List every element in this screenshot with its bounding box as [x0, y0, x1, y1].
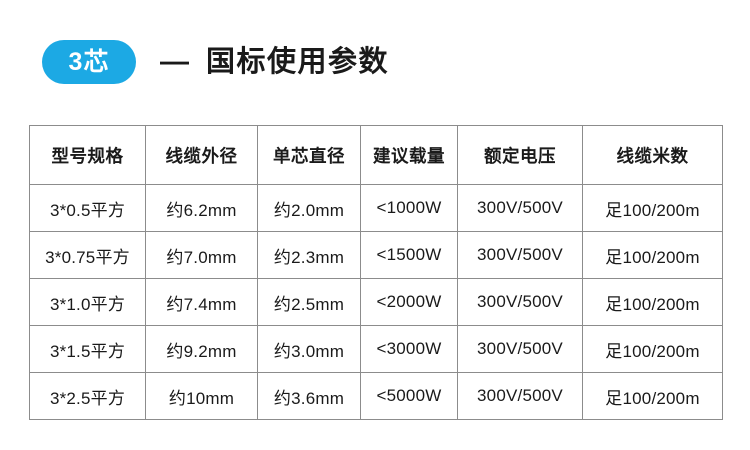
table-row: 3*1.5平方 约9.2mm 约3.0mm <3000W 300V/500V 足… — [29, 325, 723, 373]
column-header-core-diameter: 单芯直径 — [257, 125, 361, 185]
cell-voltage: 300V/500V — [457, 184, 583, 232]
column-header-outer-diameter: 线缆外径 — [145, 125, 258, 185]
table-row: 3*0.75平方 约7.0mm 约2.3mm <1500W 300V/500V … — [29, 231, 723, 279]
cell-length: 足100/200m — [582, 325, 723, 373]
cell-model: 3*1.0平方 — [29, 278, 146, 326]
table-row: 3*1.0平方 约7.4mm 约2.5mm <2000W 300V/500V 足… — [29, 278, 723, 326]
cell-model: 3*1.5平方 — [29, 325, 146, 373]
cell-outer-diameter: 约6.2mm — [145, 184, 258, 232]
column-header-voltage: 额定电压 — [457, 125, 583, 185]
cell-model: 3*2.5平方 — [29, 372, 146, 420]
cell-load: <1500W — [360, 231, 458, 279]
cell-outer-diameter: 约9.2mm — [145, 325, 258, 373]
cell-length: 足100/200m — [582, 372, 723, 420]
cell-outer-diameter: 约10mm — [145, 372, 258, 420]
column-header-model: 型号规格 — [29, 125, 146, 185]
spec-table: 型号规格 线缆外径 单芯直径 建议载量 额定电压 线缆米数 3*0.5平方 约6… — [29, 125, 723, 420]
cell-outer-diameter: 约7.0mm — [145, 231, 258, 279]
cell-core-diameter: 约2.0mm — [257, 184, 361, 232]
cell-length: 足100/200m — [582, 231, 723, 279]
cell-load: <3000W — [360, 325, 458, 373]
cell-model: 3*0.75平方 — [29, 231, 146, 279]
cell-load: <2000W — [360, 278, 458, 326]
column-header-load: 建议载量 — [360, 125, 458, 185]
cell-voltage: 300V/500V — [457, 372, 583, 420]
cell-core-diameter: 约3.6mm — [257, 372, 361, 420]
cell-voltage: 300V/500V — [457, 278, 583, 326]
cell-length: 足100/200m — [582, 278, 723, 326]
table-row: 3*0.5平方 约6.2mm 约2.0mm <1000W 300V/500V 足… — [29, 184, 723, 232]
section-header: 3芯 — 国标使用参数 — [42, 36, 389, 88]
cell-voltage: 300V/500V — [457, 325, 583, 373]
cell-model: 3*0.5平方 — [29, 184, 146, 232]
cell-core-diameter: 约2.3mm — [257, 231, 361, 279]
page-title: 国标使用参数 — [206, 45, 390, 78]
cell-outer-diameter: 约7.4mm — [145, 278, 258, 326]
table-header-row: 型号规格 线缆外径 单芯直径 建议载量 额定电压 线缆米数 — [29, 125, 723, 185]
cell-load: <5000W — [360, 372, 458, 420]
core-count-badge: 3芯 — [42, 40, 136, 84]
column-header-length: 线缆米数 — [582, 125, 723, 185]
spec-table-container: 型号规格 线缆外径 单芯直径 建议载量 额定电压 线缆米数 3*0.5平方 约6… — [29, 125, 723, 420]
cell-load: <1000W — [360, 184, 458, 232]
title-dash-icon: — — [160, 45, 189, 78]
table-row: 3*2.5平方 约10mm 约3.6mm <5000W 300V/500V 足1… — [29, 372, 723, 420]
section-title: — 国标使用参数 — [160, 45, 390, 78]
table-header: 型号规格 线缆外径 单芯直径 建议载量 额定电压 线缆米数 — [29, 125, 723, 185]
cell-core-diameter: 约3.0mm — [257, 325, 361, 373]
cell-length: 足100/200m — [582, 184, 723, 232]
table-body: 3*0.5平方 约6.2mm 约2.0mm <1000W 300V/500V 足… — [29, 184, 723, 420]
cell-core-diameter: 约2.5mm — [257, 278, 361, 326]
cell-voltage: 300V/500V — [457, 231, 583, 279]
